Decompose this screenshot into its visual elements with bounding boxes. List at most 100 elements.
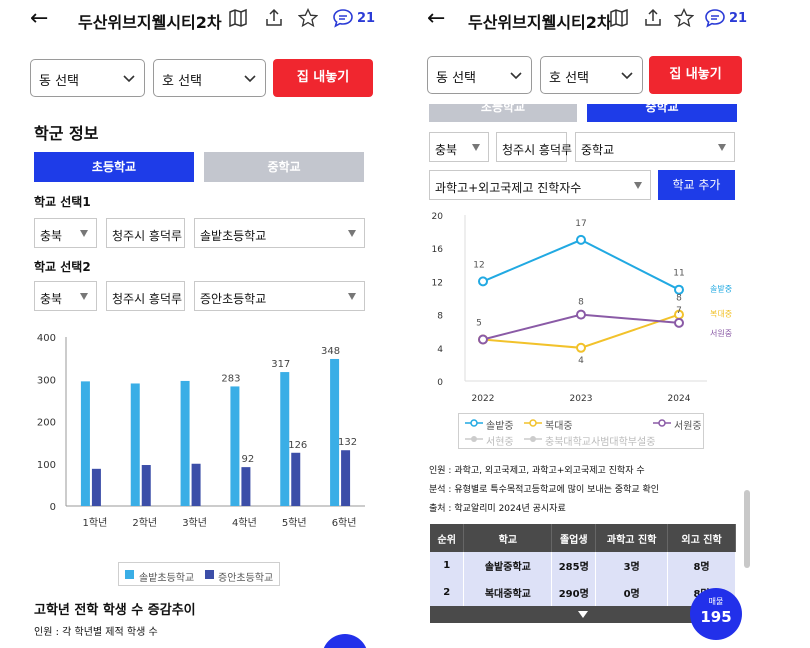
filter-bar: 동 선택 호 선택 집 내놓기 [30,59,375,97]
legend-label: 솔밭초등학교 [139,573,195,584]
star-icon[interactable] [297,7,319,32]
col-graduates: 졸업생 [551,524,597,552]
share-icon[interactable] [265,8,283,32]
chevron-down-icon [123,75,135,83]
y-tick-label: 200 [37,418,56,429]
tab-elementary[interactable]: 초등학교 [34,152,194,182]
ho-select[interactable]: 호 선택 [153,59,266,97]
bar [80,381,90,506]
data-point [576,309,586,320]
back-arrow-icon[interactable]: ← [427,6,446,31]
x-tick-label: 2024 [668,394,691,404]
dong-select[interactable]: 동 선택 [427,56,532,94]
data-label: 4 [578,356,584,366]
province-select-2[interactable]: 충북 [34,281,97,311]
data-label: 8 [676,294,682,304]
dropdown-arrow-icon [80,293,88,300]
chevron-down-icon [244,75,256,83]
map-icon[interactable] [609,8,629,32]
dropdown-arrow-icon [348,293,356,300]
data-label: 348 [321,346,340,357]
sell-house-button[interactable]: 집 내놓기 [273,59,373,97]
add-school-button[interactable]: 학교 추가 [658,170,735,200]
data-point [478,276,488,287]
data-label: 126 [288,440,307,451]
province-select[interactable]: 충북 [429,132,489,162]
series-end-label: 솔밭중 [710,285,732,294]
data-point [576,234,586,245]
y-tick-label: 0 [437,378,443,388]
dong-select[interactable]: 동 선택 [30,59,145,97]
trend-title: 고학년 전학 학생 수 증감추이 [34,603,196,618]
bar [241,467,251,506]
line-chart: 0 4 8 12 16 20 2022 2023 2024 12 17 11 솔밭중 5 4 8 복대중 8 7 서원… [432,212,733,404]
table-row[interactable]: 1 솔밭중학교 285명 3명 8명 [430,552,736,579]
data-point [674,317,684,328]
x-tick-label: 1학년 [83,517,108,529]
data-label: 7 [676,306,682,316]
tab-strip: 초등학교 중학교 [429,104,739,122]
y-tick-label: 400 [37,333,56,344]
province-select-1[interactable]: 충북 [34,218,97,248]
tab-elementary[interactable]: 초등학교 [429,104,577,122]
filter-bar: 동 선택 호 선택 집 내놓기 [427,56,772,94]
bar [330,358,340,506]
district-select-2[interactable]: 청주시 흥덕루 [106,281,185,311]
y-tick-label: 20 [432,212,444,222]
table-expand-button[interactable] [430,606,736,623]
map-icon[interactable] [228,8,248,32]
line-chart-legend: 솔밭중 복대중 서원중 서현중 충북대학교사범대학부설중 [458,413,704,449]
school-select-2[interactable]: 증안초등학교 [194,281,365,311]
data-label: 283 [221,373,240,384]
district-select[interactable]: 청주시 흥덕루 [496,132,572,162]
back-arrow-icon[interactable]: ← [30,6,49,31]
metric-select[interactable]: 과학고+외고국제고 진학자수 [429,170,651,200]
y-tick-label: 16 [432,245,444,255]
share-icon[interactable] [644,8,662,32]
school-level-select[interactable]: 중학교 [575,132,735,162]
tab-middle[interactable]: 중학교 [204,152,364,182]
school-select-1[interactable]: 솔밭초등학교 [194,218,365,248]
legend-label: 서현중 [486,437,514,448]
data-label: 8 [578,298,584,308]
x-tick-label: 2학년 [132,517,157,529]
dropdown-arrow-icon [472,144,480,151]
chevron-down-icon [510,72,522,80]
listing-fab[interactable] [322,634,368,648]
bar [141,465,151,506]
note-analysis: 분석 : 유형별로 특수목적고등학교에 많이 보내는 중학교 확인 [429,485,660,495]
comment-icon[interactable] [704,8,726,32]
district-select-1[interactable]: 청주시 흥덕루 [106,218,185,248]
right-screen: ← 두산위브지웰시티2차 21 동 선택 호 선택 집 내놓기 초등학교 중학교… [405,0,810,648]
school-select1-label: 학교 선택1 [34,195,91,209]
col-foreign: 외고 진학 [667,524,736,552]
legend-marker-icon [465,436,483,442]
chevron-down-icon [621,72,633,80]
x-tick-label: 3학년 [182,517,207,529]
bar [291,452,301,506]
table-header-row: 순위 학교 졸업생 과학고 진학 외고 진학 [430,524,736,552]
left-screen: ← 두산위브지웰시티2차 21 동 선택 호 선택 집 내놓기 학군 정보 초등… [30,6,376,648]
bar [91,468,101,506]
bar-chart: 0 100 200 300 400 1학년 2학년 3학년 4학년 283 92 5학년 317 126 6… [37,333,365,529]
ho-select[interactable]: 호 선택 [540,56,643,94]
legend-marker-icon [653,419,671,427]
legend-label: 증안초등학교 [218,573,274,584]
dropdown-arrow-icon [80,230,88,237]
legend-swatch [125,570,134,579]
x-tick-label: 2023 [570,394,593,404]
data-label: 317 [271,359,290,370]
x-tick-label: 2022 [472,394,495,404]
scrollbar[interactable] [744,490,750,568]
bar [180,380,190,506]
sell-house-button[interactable]: 집 내놓기 [649,56,742,94]
data-label: 5 [476,319,482,329]
tab-middle[interactable]: 중학교 [587,104,737,122]
comment-icon[interactable] [332,8,354,32]
legend-label: 서원중 [674,421,702,432]
note-count: 인원 : 과학고, 외고국제고, 과학고+외고국제고 진학자 수 [429,466,645,476]
star-icon[interactable] [673,7,695,32]
legend-marker-icon [524,436,542,442]
bar [130,383,140,506]
listing-count-fab[interactable]: 매물 195 [690,588,742,640]
